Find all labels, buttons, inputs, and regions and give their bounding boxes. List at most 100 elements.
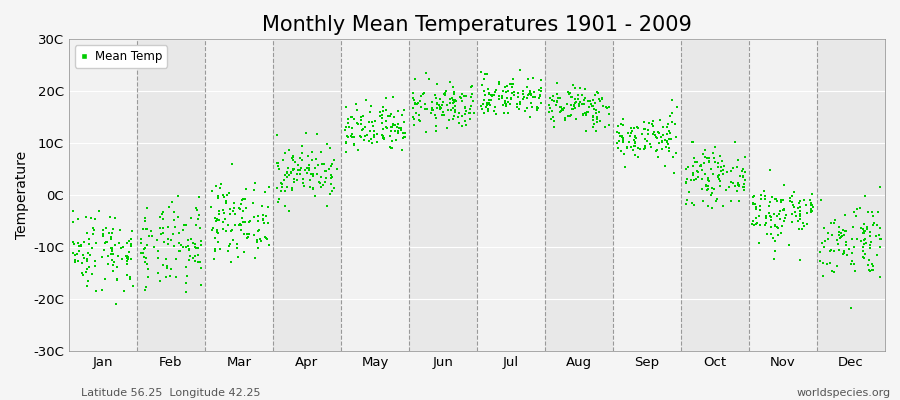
Point [83,252,97,258]
Point [89,287,104,294]
Point [139,215,153,222]
Point [629,135,643,142]
Point [833,230,848,236]
Point [711,172,725,178]
Point [139,226,153,232]
Point [459,122,473,128]
Point [767,256,781,262]
Bar [205,39,273,351]
Point [636,118,651,125]
Point [562,91,576,98]
Point [246,200,260,206]
Point [446,100,461,106]
Point [824,248,838,254]
Point [122,249,136,256]
Point [436,91,451,98]
Point [183,252,197,259]
Point [864,239,878,246]
Point [793,212,807,219]
Point [774,230,788,236]
Point [696,198,710,204]
Point [533,93,547,99]
Point [724,179,738,186]
Point [163,273,177,279]
Point [296,176,310,182]
Point [787,189,801,196]
Point [87,257,102,264]
Point [643,141,657,147]
Point [377,135,392,142]
Point [442,117,456,123]
Point [393,127,408,134]
Point [517,94,531,100]
Point [856,225,870,232]
Point [445,95,459,102]
Point [505,84,519,90]
Point [306,172,320,179]
Point [749,215,763,222]
Point [590,127,604,134]
Point [443,96,457,103]
Point [777,218,791,224]
Point [370,139,384,145]
Point [209,183,223,189]
Point [226,208,240,214]
Point [477,87,491,94]
Point [584,101,598,108]
Point [447,89,462,95]
Point [349,120,364,126]
Point [746,200,760,206]
Point [861,209,876,215]
Point [633,146,647,153]
Point [797,197,812,203]
Point [446,91,461,97]
Point [183,247,197,253]
Point [67,241,81,248]
Point [383,144,398,151]
Point [842,246,856,252]
Point [486,108,500,114]
Point [558,117,572,123]
Point [665,154,680,160]
Point [694,162,708,168]
Point [237,219,251,225]
Point [506,76,520,82]
Point [778,212,793,218]
Point [620,130,634,136]
Point [314,183,328,190]
Point [172,248,186,254]
Point [572,103,586,109]
Point [701,158,716,165]
Point [358,97,373,104]
Point [303,177,318,184]
Point [85,270,99,277]
Point [553,95,567,101]
Point [624,130,638,136]
Point [628,152,643,158]
Point [664,110,679,117]
Point [821,230,835,236]
Point [158,256,173,263]
Point [150,248,165,254]
Point [228,211,242,217]
Point [626,143,641,149]
Point [179,280,194,287]
Point [805,202,819,208]
Point [446,113,461,119]
Point [301,153,315,159]
Point [665,110,680,117]
Point [614,148,628,154]
Point [107,242,122,249]
Point [379,107,393,113]
Point [534,76,548,83]
Point [804,207,818,214]
Point [524,90,538,97]
Point [546,113,561,120]
Point [82,240,96,247]
Point [581,104,596,110]
Point [553,103,567,110]
Point [302,165,317,171]
Point [215,206,230,213]
Point [256,217,270,224]
Point [582,97,597,104]
